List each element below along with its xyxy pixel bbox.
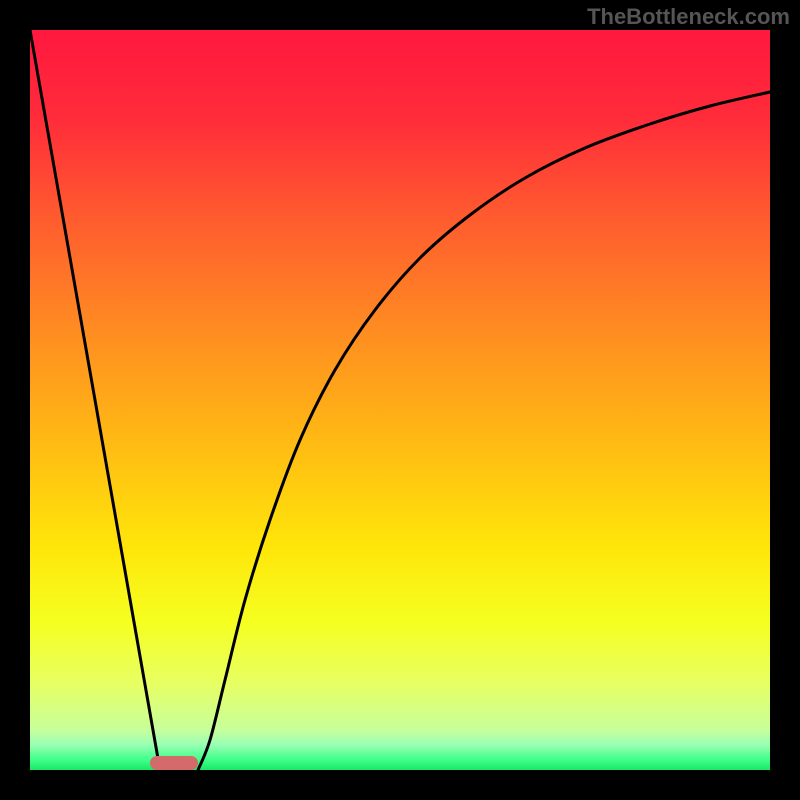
bottleneck-chart-svg <box>0 0 800 800</box>
chart-container: TheBottleneck.com <box>0 0 800 800</box>
watermark-text: TheBottleneck.com <box>587 4 790 30</box>
min-marker <box>150 756 198 770</box>
